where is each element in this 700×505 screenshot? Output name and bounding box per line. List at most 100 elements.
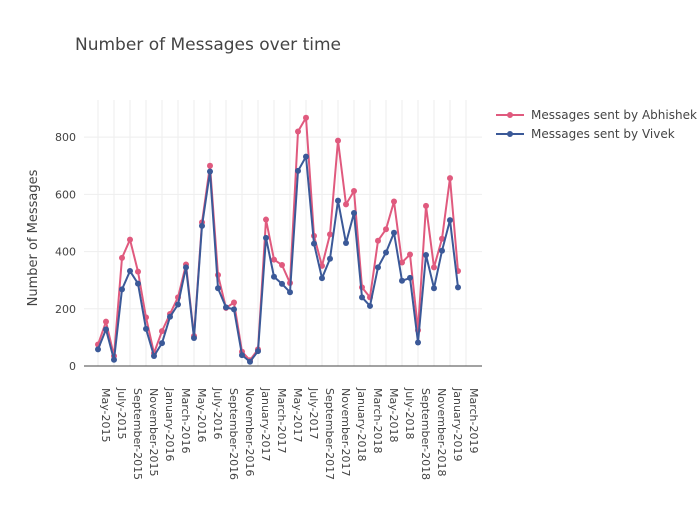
- data-point[interactable]: [119, 254, 125, 261]
- data-point[interactable]: [311, 240, 317, 247]
- data-point[interactable]: [439, 235, 445, 242]
- x-tick-label: November-2015: [147, 388, 160, 476]
- data-point[interactable]: [279, 262, 285, 269]
- x-tick-label: January-2019: [451, 387, 464, 461]
- data-point[interactable]: [159, 328, 165, 335]
- x-tick-label: September-2018: [419, 388, 432, 480]
- legend-item[interactable]: Messages sent by Vivek: [496, 127, 675, 141]
- data-point[interactable]: [199, 222, 205, 229]
- data-point[interactable]: [215, 285, 221, 292]
- data-point[interactable]: [407, 251, 413, 258]
- data-point[interactable]: [295, 167, 301, 174]
- legend: Messages sent by Abhishek Messages sent b…: [496, 108, 697, 141]
- data-point[interactable]: [271, 256, 277, 263]
- x-tick-label: May-2017: [291, 388, 304, 443]
- data-point[interactable]: [359, 294, 365, 301]
- grid: [84, 100, 482, 367]
- data-point[interactable]: [439, 247, 445, 254]
- data-point[interactable]: [111, 356, 117, 363]
- data-point[interactable]: [263, 216, 269, 223]
- data-point[interactable]: [431, 264, 437, 271]
- data-point[interactable]: [239, 352, 245, 359]
- data-point[interactable]: [95, 346, 101, 353]
- data-point[interactable]: [223, 304, 229, 311]
- data-point[interactable]: [175, 301, 181, 308]
- data-point[interactable]: [255, 348, 261, 355]
- data-point[interactable]: [143, 325, 149, 332]
- data-point[interactable]: [183, 264, 189, 271]
- legend-label: Messages sent by Abhishek: [531, 108, 697, 122]
- data-point[interactable]: [303, 153, 309, 160]
- data-point[interactable]: [231, 299, 237, 306]
- data-point[interactable]: [159, 340, 165, 347]
- x-tick-label: March-2017: [275, 388, 288, 454]
- data-point[interactable]: [423, 202, 429, 209]
- data-point[interactable]: [127, 268, 133, 275]
- data-point[interactable]: [399, 277, 405, 284]
- data-point[interactable]: [351, 187, 357, 194]
- data-point[interactable]: [295, 128, 301, 135]
- data-point[interactable]: [279, 280, 285, 287]
- data-point[interactable]: [351, 209, 357, 216]
- data-point[interactable]: [447, 217, 453, 224]
- x-tick-label: July-2015: [115, 387, 128, 440]
- data-point[interactable]: [343, 201, 349, 208]
- data-point[interactable]: [119, 286, 125, 293]
- data-point[interactable]: [207, 162, 213, 169]
- y-tick-label: 400: [55, 246, 76, 259]
- data-point[interactable]: [263, 234, 269, 241]
- series-layer: [95, 114, 461, 365]
- data-point[interactable]: [391, 198, 397, 205]
- data-point[interactable]: [431, 285, 437, 292]
- data-point[interactable]: [319, 275, 325, 282]
- data-point[interactable]: [327, 255, 333, 262]
- x-tick-label: January-2017: [259, 387, 272, 461]
- x-tick-label: January-2018: [355, 387, 368, 461]
- data-point[interactable]: [103, 318, 109, 325]
- x-tick-label: November-2018: [435, 388, 448, 476]
- data-point[interactable]: [423, 252, 429, 259]
- data-point[interactable]: [407, 274, 413, 281]
- legend-item[interactable]: Messages sent by Abhishek: [496, 108, 697, 122]
- data-point[interactable]: [391, 229, 397, 236]
- series-line: [97, 155, 459, 363]
- x-tick-label: July-2017: [307, 387, 320, 440]
- data-point[interactable]: [383, 249, 389, 256]
- data-point[interactable]: [151, 352, 157, 359]
- data-point[interactable]: [335, 197, 341, 204]
- data-point[interactable]: [447, 175, 453, 182]
- data-point[interactable]: [303, 114, 309, 121]
- data-point[interactable]: [287, 289, 293, 296]
- data-point[interactable]: [247, 358, 253, 365]
- data-point[interactable]: [135, 280, 141, 287]
- data-point[interactable]: [167, 313, 173, 320]
- data-point[interactable]: [375, 264, 381, 271]
- data-point[interactable]: [415, 339, 421, 346]
- y-tick-label: 600: [55, 188, 76, 201]
- data-point[interactable]: [271, 273, 277, 280]
- x-tick-label: March-2016: [179, 388, 192, 454]
- legend-label: Messages sent by Vivek: [531, 127, 675, 141]
- data-point[interactable]: [399, 259, 405, 266]
- data-point[interactable]: [455, 284, 461, 291]
- data-point[interactable]: [191, 334, 197, 341]
- data-point[interactable]: [375, 237, 381, 244]
- data-point[interactable]: [135, 268, 141, 275]
- x-axis-ticks: May-2015 July-2015 September-2015 November-…: [99, 387, 480, 480]
- data-point[interactable]: [383, 226, 389, 233]
- data-point[interactable]: [367, 302, 373, 309]
- data-point[interactable]: [127, 236, 133, 243]
- y-tick-label: 800: [55, 131, 76, 144]
- data-point[interactable]: [343, 240, 349, 247]
- data-point[interactable]: [207, 168, 213, 175]
- x-tick-label: September-2016: [227, 388, 240, 480]
- data-point[interactable]: [335, 137, 341, 144]
- y-tick-label: 0: [69, 360, 76, 373]
- legend-swatch-marker: [507, 112, 513, 118]
- data-point[interactable]: [103, 326, 109, 333]
- data-point[interactable]: [231, 306, 237, 313]
- x-tick-label: November-2017: [339, 388, 352, 476]
- data-point[interactable]: [327, 231, 333, 238]
- x-tick-label: July-2016: [211, 387, 224, 440]
